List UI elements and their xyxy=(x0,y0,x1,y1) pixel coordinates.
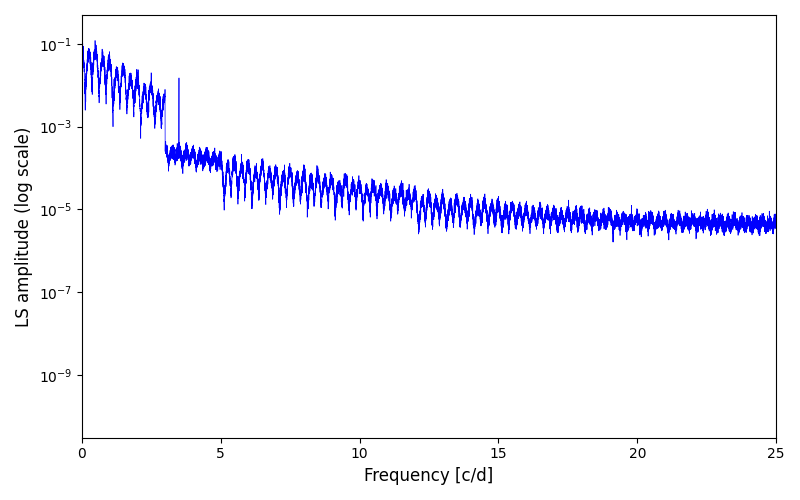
Y-axis label: LS amplitude (log scale): LS amplitude (log scale) xyxy=(15,126,33,326)
X-axis label: Frequency [c/d]: Frequency [c/d] xyxy=(364,467,494,485)
